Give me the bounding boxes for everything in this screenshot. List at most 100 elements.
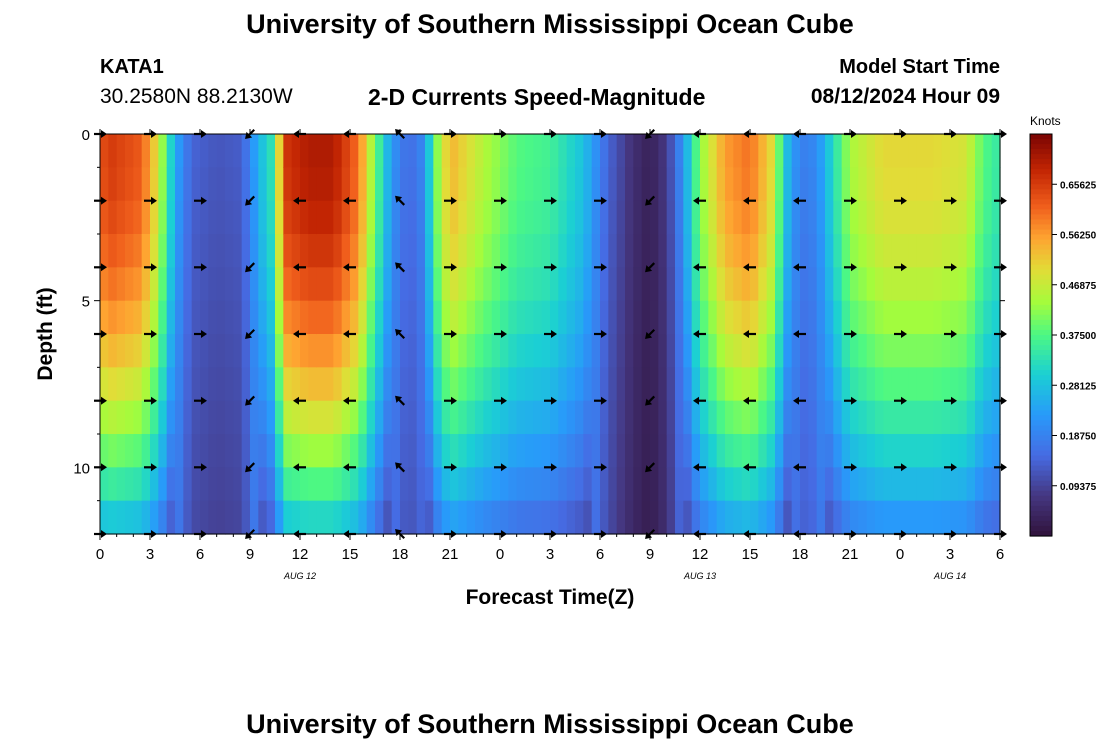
heatmap-cell [341, 134, 351, 168]
colorbar-swatch [1030, 189, 1052, 195]
heatmap-cell [333, 467, 343, 502]
heatmap-cell [200, 334, 209, 368]
heatmap-cell [475, 434, 484, 468]
heatmap-cell [675, 334, 684, 368]
x-tick-label: 9 [246, 546, 254, 563]
heatmap-cell [191, 434, 201, 468]
heatmap-cell [400, 400, 409, 435]
heatmap-cell [933, 434, 943, 468]
heatmap-cell [383, 134, 393, 168]
heatmap-cell [491, 234, 501, 268]
heatmap-cell [700, 267, 709, 302]
heatmap-cell [258, 367, 268, 402]
heatmap-cell [866, 400, 876, 435]
heatmap-cell [433, 334, 443, 368]
heatmap-cell [175, 500, 184, 535]
heatmap-cell [241, 167, 251, 202]
heatmap-cell [541, 367, 551, 402]
heatmap-cell [966, 267, 976, 302]
heatmap-cell [691, 167, 701, 202]
heatmap-cell [200, 134, 209, 168]
heatmap-cell [775, 267, 784, 302]
heatmap-cell [408, 167, 418, 202]
heatmap-cell [308, 300, 318, 335]
heatmap-cell [791, 334, 801, 368]
heatmap-cell [491, 467, 501, 502]
colorbar-tick-label: 0.65625 [1060, 180, 1097, 191]
heatmap-cell [675, 434, 684, 468]
heatmap-cell [991, 200, 1001, 235]
heatmap-cell [400, 367, 409, 402]
colorbar-swatch [1030, 455, 1052, 462]
heatmap-cell [208, 234, 218, 268]
heatmap-cell [141, 267, 151, 302]
heatmap-cell [708, 467, 718, 502]
heatmap-cell [733, 200, 743, 235]
colorbar-swatch [1030, 490, 1052, 497]
heatmap-cell [433, 234, 443, 268]
heatmap-cell [325, 134, 334, 168]
heatmap-cell [808, 467, 818, 502]
heatmap-cell [625, 300, 634, 335]
heatmap-cell [400, 467, 409, 502]
heatmap-cell [816, 334, 826, 368]
heatmap-cell [925, 234, 934, 268]
heatmap-cell [966, 500, 976, 535]
heatmap-cell [516, 500, 526, 535]
heatmap-cell [250, 434, 259, 468]
heatmap-cell [316, 500, 326, 535]
heatmap-cell [641, 500, 651, 535]
heatmap-cell [958, 334, 968, 368]
heatmap-cell [883, 400, 893, 435]
heatmap-cell [175, 234, 184, 268]
colorbar-swatch [1030, 510, 1052, 517]
heatmap-cell [550, 467, 559, 502]
heatmap-cell [750, 334, 759, 368]
heatmap-cell [783, 434, 793, 468]
heatmap-cell [941, 400, 951, 435]
heatmap-cell [300, 300, 309, 335]
heatmap-cell [625, 434, 634, 468]
model-start-label: Model Start Time [839, 56, 1000, 78]
heatmap-cell [108, 234, 118, 268]
current-arrow [444, 196, 457, 205]
heatmap-cell [666, 367, 676, 402]
heatmap-cell [591, 334, 601, 368]
heatmap-cell [958, 467, 968, 502]
current-arrow [293, 263, 306, 272]
heatmap-cell [233, 134, 243, 168]
heatmap-cell [458, 434, 468, 468]
heatmap-cell [591, 467, 601, 502]
heatmap-cell [133, 300, 143, 335]
current-arrow [743, 263, 756, 272]
heatmap-cell [133, 134, 143, 168]
heatmap-cell [350, 367, 359, 402]
heatmap-cell [341, 200, 351, 235]
heatmap-cell [633, 234, 643, 268]
heatmap-cell [833, 234, 843, 268]
heatmap-cell [858, 300, 868, 335]
heatmap-cell [766, 167, 776, 202]
current-arrow [894, 196, 907, 205]
heatmap-cell [525, 267, 534, 302]
heatmap-cell [950, 167, 959, 202]
heatmap-cell [675, 134, 684, 168]
heatmap-cell [725, 334, 734, 368]
heatmap-cell [266, 500, 276, 535]
heatmap-cell [425, 334, 434, 368]
heatmap-cell [425, 267, 434, 302]
heatmap-cell [391, 267, 401, 302]
heatmap-cell [441, 334, 451, 368]
heatmap-cell [825, 267, 834, 302]
colorbar-swatch [1030, 134, 1052, 140]
heatmap-cell [633, 334, 643, 368]
heatmap-cell [150, 367, 159, 402]
heatmap-cell [725, 400, 734, 435]
heatmap-cell [116, 300, 126, 335]
colorbar-swatch [1030, 314, 1052, 321]
heatmap-cell [300, 434, 309, 468]
heatmap-cell [475, 400, 484, 435]
heatmap-cell [975, 467, 984, 502]
heatmap-cell [116, 267, 126, 302]
heatmap-cell [116, 200, 126, 235]
